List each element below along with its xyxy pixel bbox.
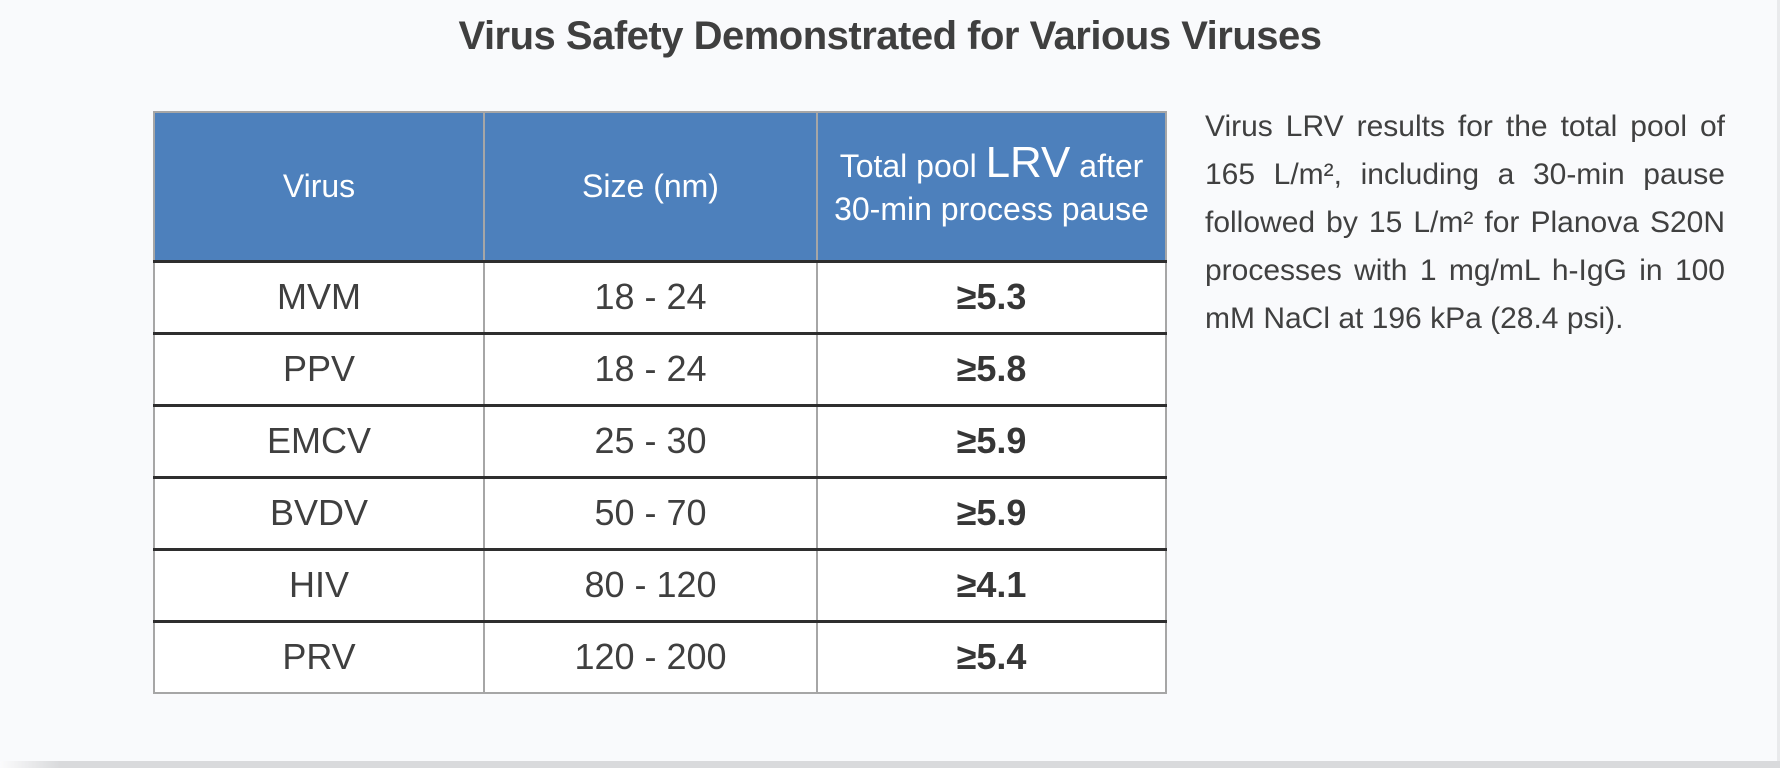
virus-cell: HIV	[154, 547, 484, 621]
column-header-lrv: Total pool LRV after 30-min process paus…	[816, 112, 1166, 261]
virus-cell: EMCV	[154, 403, 484, 477]
lrv-cell: ≥4.1	[816, 547, 1166, 621]
lrv-cell: ≥5.4	[816, 619, 1166, 693]
content-area: Virus Size (nm) Total pool LRV after 30-…	[153, 110, 1725, 694]
column-header-size: Size (nm)	[483, 112, 817, 261]
table-row: BVDV 50 - 70 ≥5.9	[154, 475, 1166, 549]
table-row: MVM 18 - 24 ≥5.3	[154, 259, 1166, 333]
lrv-cell: ≥5.8	[816, 331, 1166, 405]
size-cell: 80 - 120	[483, 547, 817, 621]
table-row: PPV 18 - 24 ≥5.8	[154, 331, 1166, 405]
virus-cell: BVDV	[154, 475, 484, 549]
virus-cell: MVM	[154, 259, 484, 333]
page-right-edge	[1777, 0, 1780, 768]
column-header-lrv-prefix: Total pool	[839, 148, 986, 185]
table-row: HIV 80 - 120 ≥4.1	[154, 547, 1166, 621]
table-row: PRV 120 - 200 ≥5.4	[154, 619, 1166, 693]
page-title: Virus Safety Demonstrated for Various Vi…	[458, 14, 1322, 58]
page-bottom-edge	[0, 761, 1780, 768]
virus-cell: PPV	[154, 331, 484, 405]
size-cell: 120 - 200	[483, 619, 817, 693]
virus-safety-table: Virus Size (nm) Total pool LRV after 30-…	[153, 111, 1167, 694]
column-header-virus: Virus	[154, 112, 484, 261]
table-header-row: Virus Size (nm) Total pool LRV after 30-…	[154, 112, 1166, 261]
table-row: EMCV 25 - 30 ≥5.9	[154, 403, 1166, 477]
size-cell: 18 - 24	[483, 259, 817, 333]
lrv-cell: ≥5.3	[816, 259, 1166, 333]
lrv-cell: ≥5.9	[816, 475, 1166, 549]
column-header-lrv-emphasis: LRV	[985, 138, 1071, 188]
size-cell: 50 - 70	[483, 475, 817, 549]
column-header-lrv-suffix: after 30-min process pause	[834, 148, 1149, 228]
caption-text: Virus LRV results for the total pool of …	[1205, 110, 1725, 335]
size-cell: 18 - 24	[483, 331, 817, 405]
lrv-cell: ≥5.9	[816, 403, 1166, 477]
virus-cell: PRV	[154, 619, 484, 693]
size-cell: 25 - 30	[483, 403, 817, 477]
